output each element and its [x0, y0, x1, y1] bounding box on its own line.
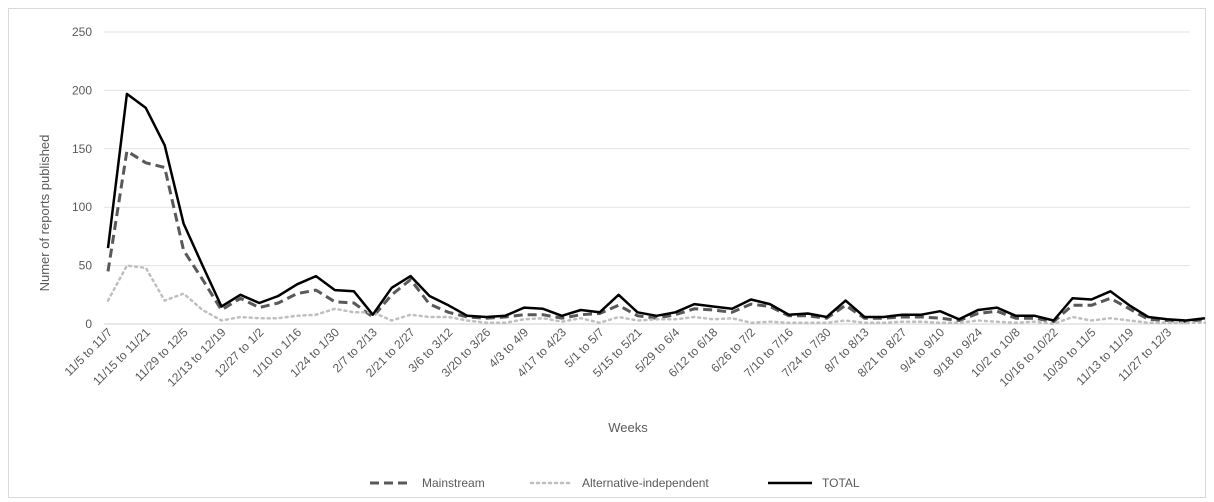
series-line-total	[106, 92, 1206, 322]
legend-label: Mainstream	[422, 476, 485, 490]
y-tick-label: 0	[85, 317, 92, 331]
y-axis-ticks: 0 50 100 150 200 250	[72, 25, 92, 331]
y-tick-label: 50	[79, 259, 93, 273]
y-tick-label: 200	[72, 83, 92, 97]
x-axis-title: Weeks	[608, 420, 648, 435]
series-lines	[106, 92, 1207, 326]
legend-label: TOTAL	[822, 476, 860, 490]
y-tick-label: 250	[72, 25, 92, 39]
chart-frame	[8, 8, 1206, 498]
series-line-alternative-independent	[106, 264, 1207, 326]
gridlines	[104, 31, 1190, 325]
y-tick-label: 150	[72, 142, 92, 156]
series-line-mainstream	[106, 149, 1206, 324]
legend: Mainstream Alternative-independent TOTAL	[370, 476, 860, 490]
y-tick-label: 100	[72, 200, 92, 214]
legend-label: Alternative-independent	[582, 476, 709, 490]
y-axis-title: Numer of reports published	[37, 135, 52, 292]
